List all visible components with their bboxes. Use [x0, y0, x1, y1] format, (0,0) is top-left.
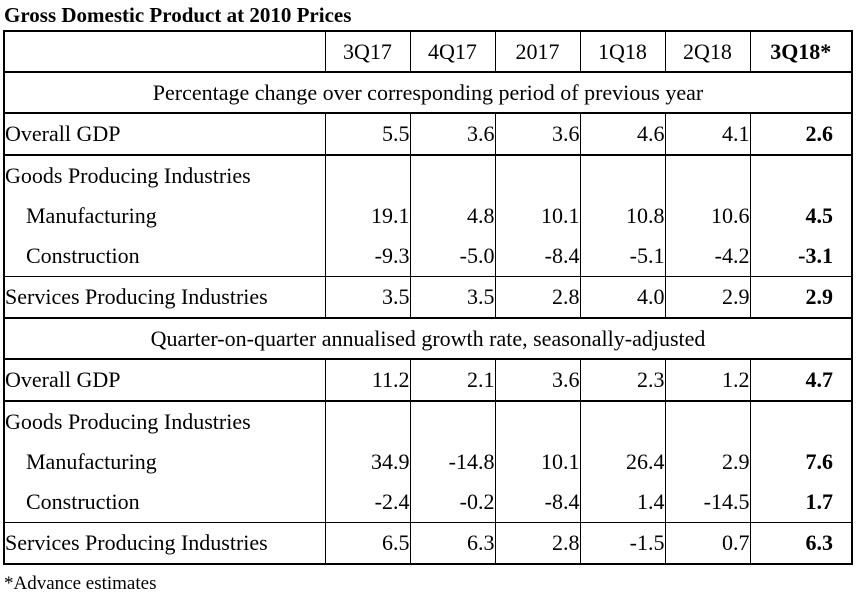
value-cell: 10.8: [580, 196, 666, 236]
column-header: 4Q17: [409, 30, 496, 73]
value-cell: -4.2: [665, 236, 751, 277]
value-cell: 2.8: [495, 276, 581, 319]
column-header: 3Q17: [324, 30, 411, 73]
value-cell: 2.9: [665, 442, 751, 482]
value-cell: [325, 155, 411, 196]
value-cell: 10.1: [495, 442, 581, 482]
table-row: Services Producing Industries 6.5 6.3 2.8 -1…: [3, 522, 853, 565]
value-cell-current: [750, 401, 853, 442]
value-cell: 3.6: [495, 359, 581, 402]
value-cell: 11.2: [325, 359, 411, 402]
section-heading-row: Quarter-on-quarter annualised growth rat…: [3, 318, 853, 360]
column-header: 2Q18: [664, 30, 751, 73]
header-row: 3Q17 4Q17 2017 1Q18 2Q18 3Q18*: [3, 30, 853, 73]
value-cell: -0.2: [410, 482, 496, 523]
value-cell-current: [750, 155, 853, 196]
column-header: 2017: [494, 30, 581, 73]
table-row: Overall GDP 5.5 3.6 3.6 4.6 4.1 2.6: [3, 113, 853, 156]
value-cell: 3.5: [410, 276, 496, 319]
value-cell: [495, 155, 581, 196]
value-cell: [665, 401, 751, 442]
row-label: Manufacturing: [3, 442, 326, 482]
header-label-cell: [3, 30, 326, 73]
value-cell: 26.4: [580, 442, 666, 482]
value-cell: 6.5: [325, 522, 411, 565]
value-cell: 19.1: [325, 196, 411, 236]
value-cell: 2.1: [410, 359, 496, 402]
value-cell: 4.8: [410, 196, 496, 236]
section-heading: Percentage change over corresponding per…: [3, 72, 853, 114]
footnote: *Advance estimates: [4, 573, 157, 594]
value-cell: [325, 401, 411, 442]
value-cell-current: 7.6: [750, 442, 853, 482]
column-header: 1Q18: [579, 30, 666, 73]
value-cell: 34.9: [325, 442, 411, 482]
column-header-current: 3Q18*: [749, 30, 853, 73]
value-cell: 3.5: [325, 276, 411, 319]
row-label: Construction: [3, 236, 326, 277]
section-heading: Quarter-on-quarter annualised growth rat…: [3, 318, 853, 360]
value-cell: 4.6: [580, 113, 666, 156]
value-cell: -9.3: [325, 236, 411, 277]
value-cell: [495, 401, 581, 442]
value-cell: -14.8: [410, 442, 496, 482]
value-cell: -8.4: [495, 236, 581, 277]
value-cell: -5.0: [410, 236, 496, 277]
row-label: Services Producing Industries: [3, 276, 326, 319]
row-label: Goods Producing Industries: [3, 401, 326, 442]
table-row: Services Producing Industries 3.5 3.5 2.8 4.…: [3, 276, 853, 319]
table-row: Construction -2.4 -0.2 -8.4 1.4 -14.5 1.7: [3, 482, 853, 523]
row-label: Overall GDP: [3, 113, 326, 156]
gdp-table: 3Q17 4Q17 2017 1Q18 2Q18 3Q18* Percentag…: [3, 30, 853, 565]
value-cell: 1.2: [665, 359, 751, 402]
table-row: Goods Producing Industries: [3, 401, 853, 442]
value-cell-current: 4.7: [750, 359, 853, 402]
value-cell: 1.4: [580, 482, 666, 523]
value-cell: 2.9: [665, 276, 751, 319]
row-label: Goods Producing Industries: [3, 155, 326, 196]
value-cell: -14.5: [665, 482, 751, 523]
table-row: Goods Producing Industries: [3, 155, 853, 196]
value-cell: 3.6: [495, 113, 581, 156]
value-cell: 4.0: [580, 276, 666, 319]
value-cell-current: 1.7: [750, 482, 853, 523]
row-label: Services Producing Industries: [3, 522, 326, 565]
section-heading-row: Percentage change over corresponding per…: [3, 72, 853, 114]
value-cell: [580, 155, 666, 196]
row-label: Overall GDP: [3, 359, 326, 402]
value-cell: 10.6: [665, 196, 751, 236]
value-cell: -2.4: [325, 482, 411, 523]
value-cell-current: 2.9: [750, 276, 853, 319]
row-label: Construction: [3, 482, 326, 523]
value-cell: 0.7: [665, 522, 751, 565]
table-row: Construction -9.3 -5.0 -8.4 -5.1 -4.2 -3.1: [3, 236, 853, 277]
value-cell: [580, 401, 666, 442]
value-cell: 10.1: [495, 196, 581, 236]
value-cell-current: 4.5: [750, 196, 853, 236]
table-row: Overall GDP 11.2 2.1 3.6 2.3 1.2 4.7: [3, 359, 853, 402]
value-cell: -8.4: [495, 482, 581, 523]
value-cell: 3.6: [410, 113, 496, 156]
value-cell-current: 6.3: [750, 522, 853, 565]
value-cell: [665, 155, 751, 196]
value-cell: 5.5: [325, 113, 411, 156]
value-cell: [410, 155, 496, 196]
value-cell: 2.8: [495, 522, 581, 565]
table-title: Gross Domestic Product at 2010 Prices: [4, 3, 352, 27]
value-cell: 4.1: [665, 113, 751, 156]
value-cell: 6.3: [410, 522, 496, 565]
value-cell: -5.1: [580, 236, 666, 277]
value-cell-current: 2.6: [750, 113, 853, 156]
value-cell-current: -3.1: [750, 236, 853, 277]
value-cell: 2.3: [580, 359, 666, 402]
value-cell: [410, 401, 496, 442]
table-row: Manufacturing 34.9 -14.8 10.1 26.4 2.9 7.6: [3, 442, 853, 482]
value-cell: -1.5: [580, 522, 666, 565]
row-label: Manufacturing: [3, 196, 326, 236]
table-row: Manufacturing 19.1 4.8 10.1 10.8 10.6 4.5: [3, 196, 853, 236]
